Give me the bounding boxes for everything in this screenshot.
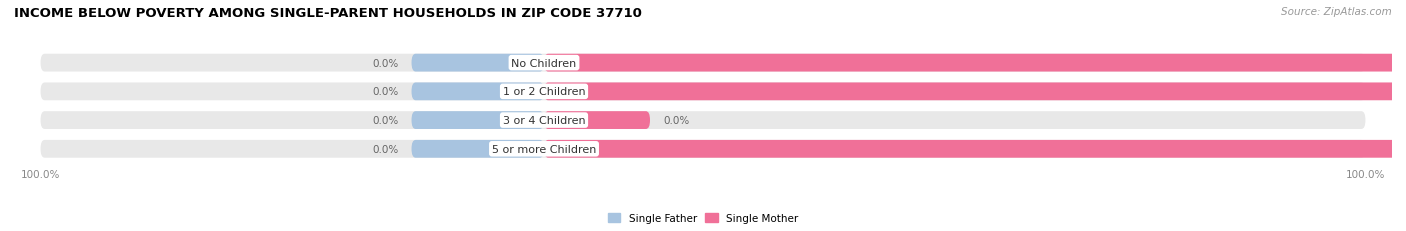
FancyBboxPatch shape	[412, 83, 544, 101]
FancyBboxPatch shape	[412, 112, 544, 129]
Text: 0.0%: 0.0%	[373, 58, 398, 68]
FancyBboxPatch shape	[412, 140, 544, 158]
Text: Source: ZipAtlas.com: Source: ZipAtlas.com	[1281, 7, 1392, 17]
FancyBboxPatch shape	[41, 140, 1365, 158]
FancyBboxPatch shape	[544, 112, 650, 129]
Text: No Children: No Children	[512, 58, 576, 68]
Text: 0.0%: 0.0%	[373, 144, 398, 154]
FancyBboxPatch shape	[41, 55, 1365, 72]
FancyBboxPatch shape	[544, 55, 1406, 72]
FancyBboxPatch shape	[544, 83, 1406, 101]
FancyBboxPatch shape	[41, 112, 1365, 129]
Text: 1 or 2 Children: 1 or 2 Children	[503, 87, 585, 97]
Text: 5 or more Children: 5 or more Children	[492, 144, 596, 154]
Text: 0.0%: 0.0%	[664, 116, 689, 125]
Text: 0.0%: 0.0%	[373, 116, 398, 125]
FancyBboxPatch shape	[41, 83, 1365, 101]
Legend: Single Father, Single Mother: Single Father, Single Mother	[603, 209, 803, 227]
FancyBboxPatch shape	[544, 140, 1406, 158]
Text: 0.0%: 0.0%	[373, 87, 398, 97]
Text: INCOME BELOW POVERTY AMONG SINGLE-PARENT HOUSEHOLDS IN ZIP CODE 37710: INCOME BELOW POVERTY AMONG SINGLE-PARENT…	[14, 7, 643, 20]
Text: 3 or 4 Children: 3 or 4 Children	[503, 116, 585, 125]
FancyBboxPatch shape	[412, 55, 544, 72]
